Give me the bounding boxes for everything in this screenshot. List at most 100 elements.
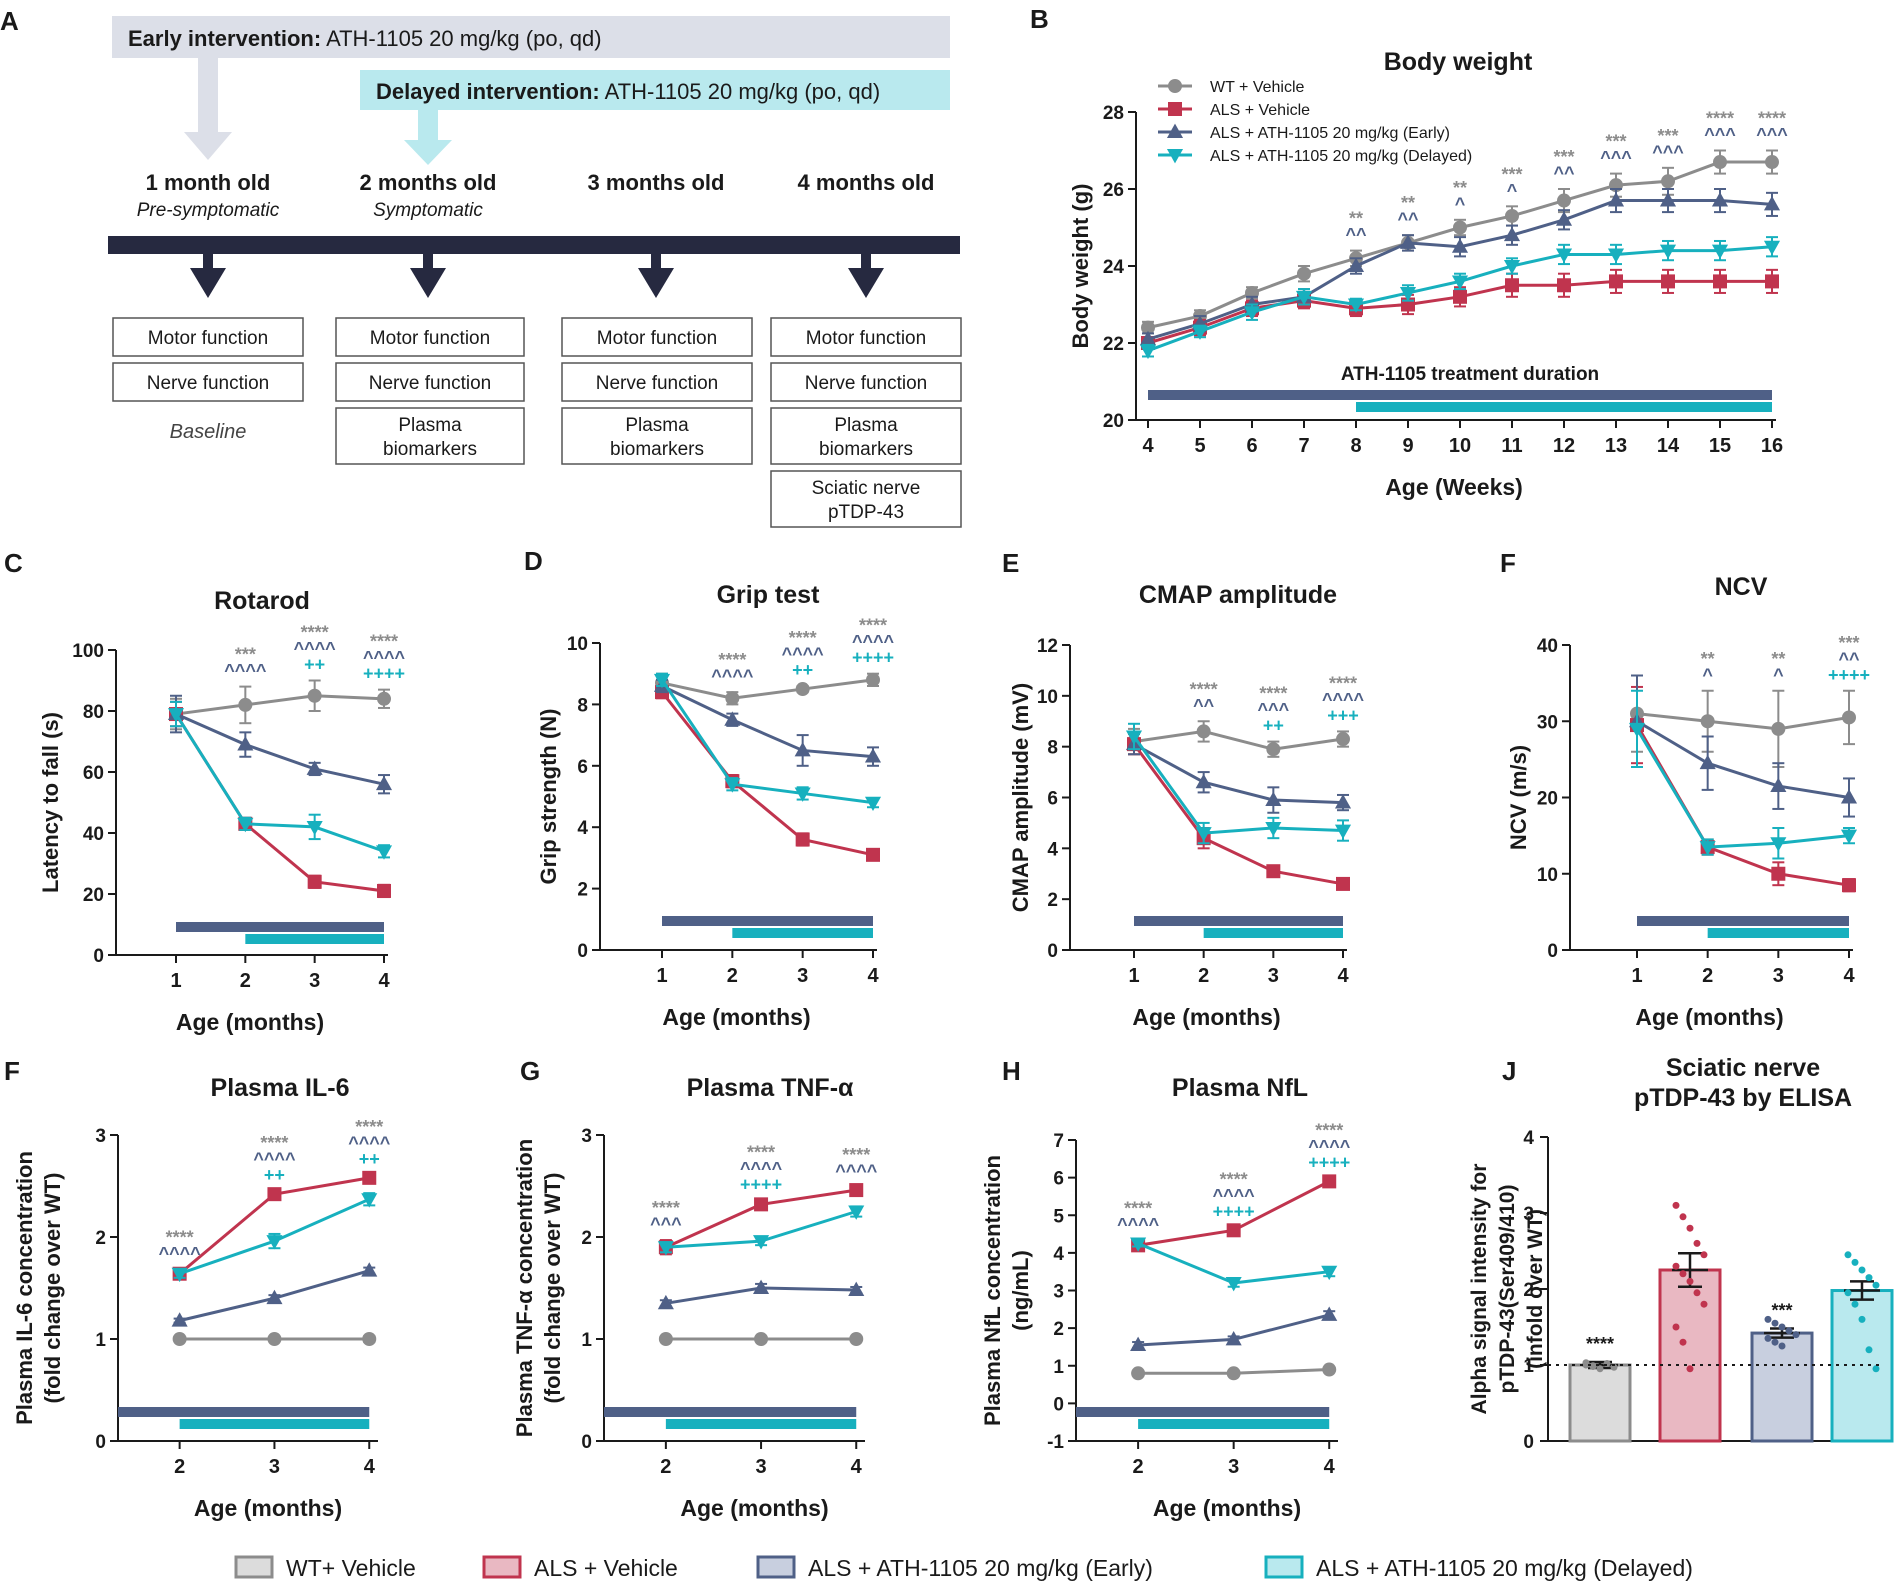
significance-label: +++ bbox=[1327, 705, 1359, 725]
marker-wt bbox=[1141, 320, 1155, 335]
marker-delayed bbox=[1225, 1277, 1242, 1292]
significance-label: ^ bbox=[1455, 194, 1466, 214]
panel-letter: G bbox=[520, 1056, 540, 1086]
y-axis-label: Body weight (g) bbox=[1068, 184, 1093, 349]
assay-box bbox=[770, 362, 962, 402]
significance-label: ++ bbox=[1263, 716, 1284, 736]
x-tick-label: 2 bbox=[1133, 1456, 1144, 1478]
assay-box bbox=[561, 407, 753, 465]
delayed-intervention-label: Delayed intervention: ATH-1105 20 mg/kg … bbox=[376, 79, 880, 104]
significance-label: ^^^^ bbox=[1308, 1136, 1351, 1156]
y-tick-label: 12 bbox=[1037, 636, 1058, 657]
data-point-als bbox=[1679, 1213, 1687, 1221]
significance-label: ^ bbox=[1702, 665, 1713, 685]
y-tick-label: 60 bbox=[83, 763, 104, 784]
y-tick-label: 22 bbox=[1103, 334, 1124, 355]
significance-label: *** bbox=[1501, 164, 1522, 184]
chart-title: NCV bbox=[1715, 573, 1768, 601]
marker-early bbox=[1451, 238, 1469, 253]
timeline-tick bbox=[203, 254, 213, 270]
y-tick-label: 30 bbox=[1537, 712, 1558, 733]
assay-label: Motor function bbox=[597, 328, 717, 349]
panel-a-study-design: A Early intervention: ATH-1105 20 mg/kg … bbox=[0, 6, 962, 528]
data-point-early bbox=[1771, 1338, 1779, 1346]
data-point-early bbox=[1778, 1342, 1786, 1350]
significance-label: **** bbox=[747, 1142, 775, 1162]
panel-letter: B bbox=[1030, 4, 1049, 34]
significance-label: ^ bbox=[1507, 180, 1518, 200]
bar-early bbox=[1750, 1331, 1814, 1443]
y-tick-label: 0 bbox=[93, 946, 104, 967]
chart-title: pTDP-43 by ELISA bbox=[1634, 1084, 1852, 1112]
significance-label: ^^^^ bbox=[1117, 1214, 1160, 1234]
x-tick-label: 10 bbox=[1449, 435, 1471, 457]
marker-early bbox=[1166, 123, 1184, 138]
chart-title: Plasma NfL bbox=[1172, 1074, 1308, 1102]
significance-label: **** bbox=[1259, 684, 1287, 704]
assay-box bbox=[561, 362, 753, 402]
significance-label: **** bbox=[370, 632, 398, 652]
bar-als bbox=[1658, 1268, 1722, 1443]
significance-label: ^^ bbox=[1553, 163, 1575, 183]
significance-label: ^^ bbox=[1345, 225, 1367, 245]
marker-early bbox=[1321, 1306, 1338, 1321]
y-axis-label: (fold change over WT) bbox=[40, 1173, 65, 1404]
timepoint-title: 1 month old bbox=[146, 170, 271, 195]
bar-delayed bbox=[1830, 1289, 1894, 1443]
marker-delayed bbox=[848, 1205, 865, 1220]
significance-label: ^^^^ bbox=[852, 632, 895, 652]
marker-early bbox=[1770, 777, 1787, 793]
x-tick-label: 11 bbox=[1501, 435, 1522, 457]
y-tick-label: 8 bbox=[1047, 738, 1058, 759]
marker-wt bbox=[1168, 79, 1182, 93]
x-axis-label: Age (months) bbox=[680, 1495, 828, 1521]
marker-early bbox=[864, 748, 882, 763]
data-point-delayed bbox=[1851, 1300, 1859, 1308]
legend-label: ALS + ATH-1105 20 mg/kg (Delayed) bbox=[1210, 148, 1472, 165]
data-point-delayed bbox=[1865, 1346, 1873, 1354]
significance-label: **** bbox=[859, 616, 887, 636]
marker-delayed bbox=[1265, 822, 1282, 837]
significance-label: ^^^^ bbox=[782, 644, 825, 664]
significance-label: ++ bbox=[304, 655, 325, 675]
x-tick-label: 16 bbox=[1761, 435, 1783, 457]
marker-delayed bbox=[361, 1193, 378, 1208]
baseline-note: Baseline bbox=[170, 421, 247, 443]
y-axis-label: (ng/mL) bbox=[1008, 1250, 1033, 1331]
x-axis-label: Age (months) bbox=[662, 1004, 810, 1030]
panel-c-rotarod: C Rotarod 0 20 40 60 80 100 1 2 3 4 Age (months) Late… bbox=[4, 548, 406, 1035]
significance-label: **** bbox=[1124, 1198, 1152, 1218]
significance-label: **** bbox=[842, 1145, 870, 1165]
significance-label: ++++ bbox=[740, 1174, 782, 1194]
legend-label: ALS + ATH-1105 20 mg/kg (Early) bbox=[808, 1555, 1153, 1581]
marker-early bbox=[1607, 192, 1625, 207]
marker-als bbox=[1453, 289, 1467, 304]
marker-als bbox=[1609, 274, 1623, 289]
timeline-tick bbox=[423, 254, 433, 270]
marker-wt bbox=[1771, 721, 1786, 736]
series-line-wt bbox=[175, 694, 385, 716]
marker-wt bbox=[377, 691, 391, 706]
y-tick-label: 26 bbox=[1103, 180, 1124, 201]
significance-label: *** bbox=[1838, 633, 1859, 653]
x-tick-label: 8 bbox=[1350, 435, 1361, 457]
significance-label: ^^^^ bbox=[159, 1244, 202, 1264]
data-point-early bbox=[1778, 1323, 1786, 1331]
y-tick-label: 24 bbox=[1103, 257, 1125, 278]
series-line-als bbox=[660, 691, 874, 857]
legend-label: WT + Vehicle bbox=[1210, 79, 1305, 96]
significance-label: **** bbox=[1758, 109, 1786, 129]
significance-label: **** bbox=[260, 1133, 288, 1153]
data-point-early bbox=[1764, 1334, 1772, 1342]
timeline-tick bbox=[651, 254, 661, 270]
legend-swatch-delayed bbox=[1264, 1555, 1304, 1579]
bar-wt bbox=[1568, 1363, 1632, 1443]
marker-wt bbox=[172, 1332, 187, 1346]
significance-label: ** bbox=[1453, 178, 1467, 198]
y-tick-label: 10 bbox=[1537, 865, 1558, 886]
legend-swatch-early bbox=[756, 1555, 796, 1579]
significance-label: **** bbox=[1190, 679, 1218, 699]
